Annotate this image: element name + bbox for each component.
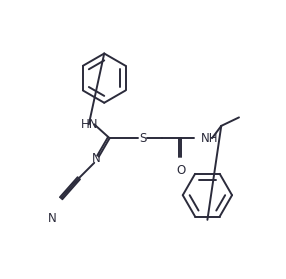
- Text: S: S: [139, 132, 146, 145]
- Text: HN: HN: [81, 118, 99, 131]
- Text: O: O: [176, 163, 186, 177]
- Text: N: N: [47, 212, 56, 225]
- Text: N: N: [92, 153, 101, 165]
- Text: NH: NH: [200, 132, 218, 145]
